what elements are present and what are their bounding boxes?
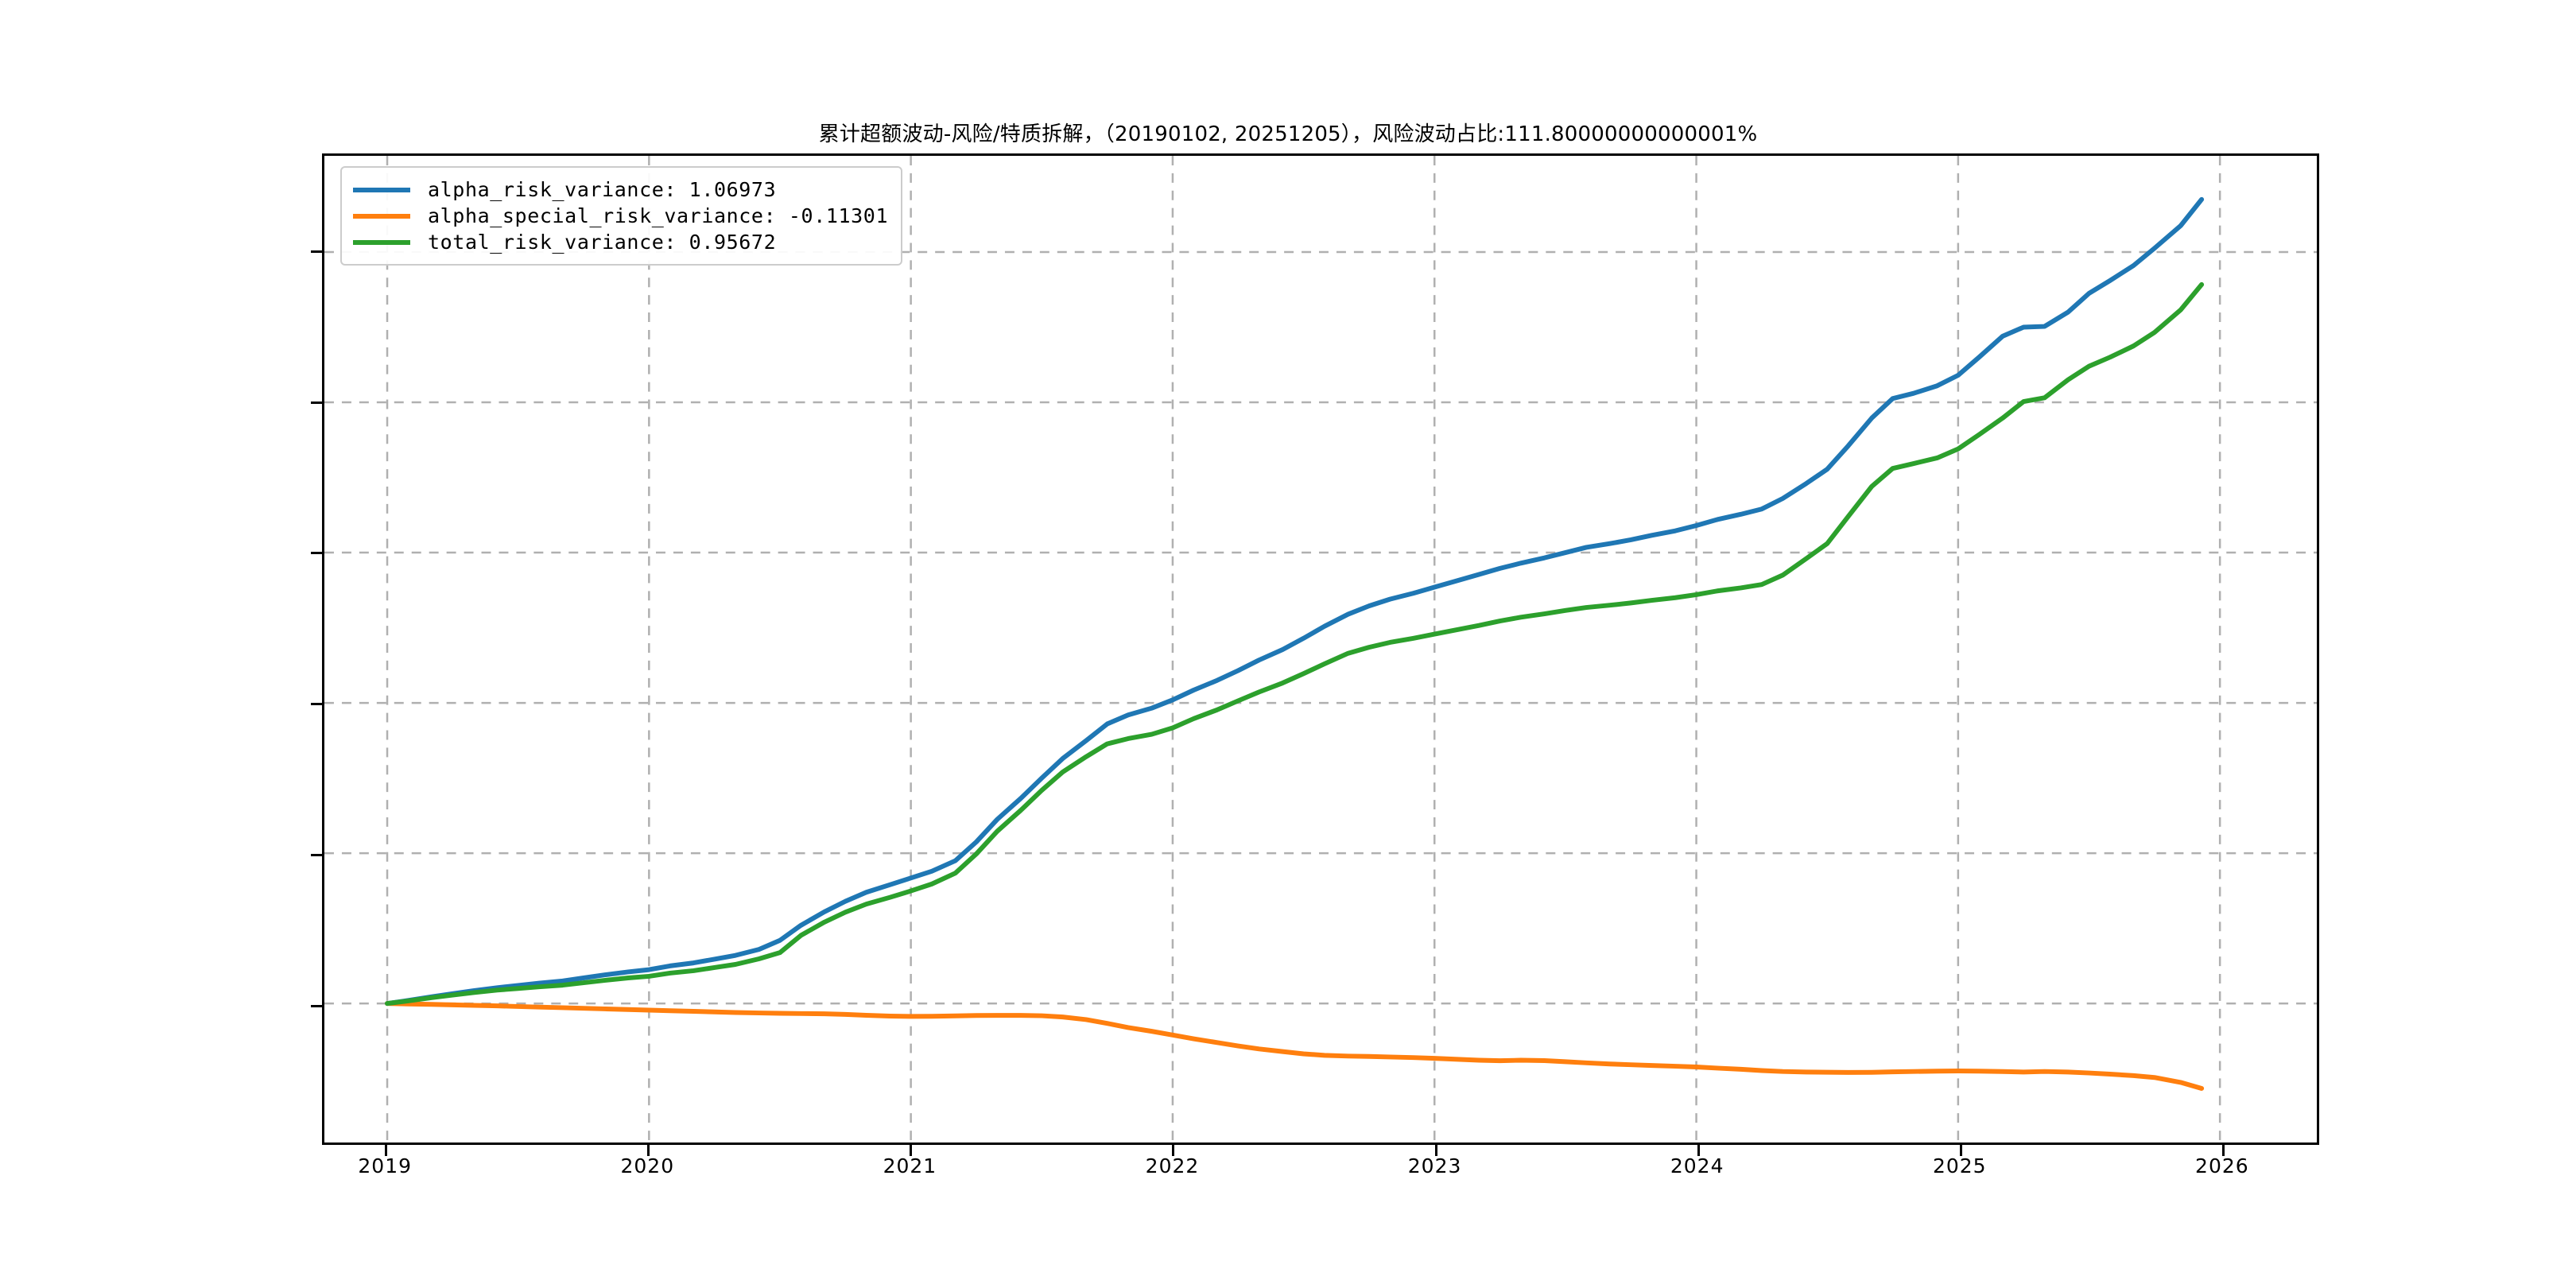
legend-item-label: total_risk_variance: 0.95672	[428, 231, 777, 254]
legend-item[interactable]: alpha_risk_variance: 1.06973	[353, 177, 888, 203]
plot-area	[322, 153, 2319, 1145]
y-tick-mark	[311, 552, 322, 555]
y-tick-mark	[311, 401, 322, 404]
legend-item[interactable]: alpha_special_risk_variance: -0.11301	[353, 203, 888, 229]
gridlines	[324, 156, 2317, 1143]
chart-legend: alpha_risk_variance: 1.06973 alpha_specia…	[340, 166, 903, 266]
y-tick-mark	[311, 1005, 322, 1008]
x-tick-label: 2025	[1932, 1154, 1987, 1177]
x-tick-mark	[647, 1145, 650, 1156]
legend-item-label: alpha_risk_variance: 1.06973	[428, 178, 777, 201]
x-tick-mark	[2221, 1145, 2225, 1156]
x-tick-label: 2024	[1670, 1154, 1724, 1177]
legend-color-swatch	[353, 213, 410, 219]
legend-item-label: alpha_special_risk_variance: -0.11301	[428, 204, 889, 227]
series-line-alpha_special_risk_variance	[385, 1001, 2205, 1091]
x-tick-label: 2020	[620, 1154, 675, 1177]
x-tick-label: 2026	[2195, 1154, 2249, 1177]
chart-title: 累计超额波动-风险/特质拆解，（20190102, 20251205），风险波动…	[818, 122, 1758, 146]
series-line-alpha_risk_variance	[385, 196, 2205, 1007]
x-tick-mark	[1172, 1145, 1175, 1156]
series-line-total_risk_variance	[385, 281, 2205, 1007]
x-tick-label: 2019	[358, 1154, 413, 1177]
y-tick-mark	[311, 854, 322, 857]
y-tick-mark	[311, 703, 322, 706]
series-lines	[385, 196, 2205, 1091]
legend-item[interactable]: total_risk_variance: 0.95672	[353, 229, 888, 255]
x-tick-label: 2021	[883, 1154, 937, 1177]
x-tick-label: 2022	[1145, 1154, 1200, 1177]
plot-canvas	[324, 156, 2317, 1143]
x-tick-mark	[385, 1145, 388, 1156]
y-tick-mark	[311, 250, 322, 253]
legend-color-swatch	[353, 187, 410, 192]
x-tick-mark	[1697, 1145, 1700, 1156]
legend-color-swatch	[353, 239, 410, 245]
x-tick-label: 2023	[1407, 1154, 1462, 1177]
x-tick-mark	[1434, 1145, 1437, 1156]
x-tick-mark	[1959, 1145, 1962, 1156]
x-tick-mark	[910, 1145, 913, 1156]
